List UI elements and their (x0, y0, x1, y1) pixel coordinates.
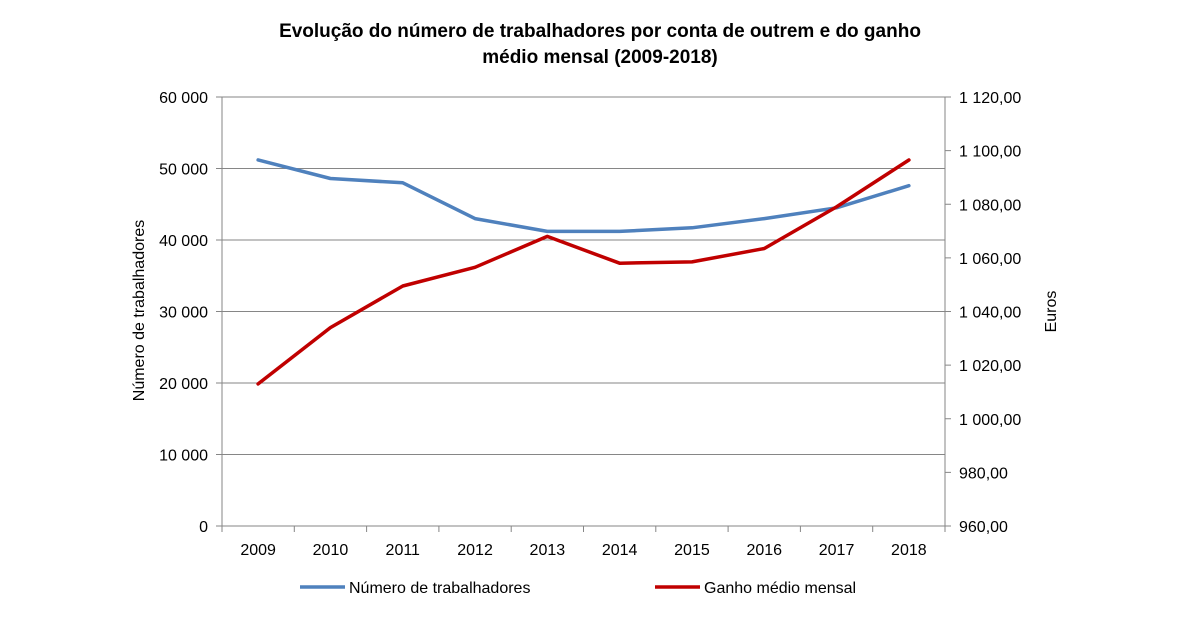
y-left-tick-label: 0 (199, 519, 208, 536)
legend-label: Número de trabalhadores (349, 580, 530, 597)
x-tick-label: 2009 (240, 542, 276, 559)
chart-title-line-2: médio mensal (2009-2018) (482, 47, 718, 68)
y-right-tick-label: 1 100,00 (959, 144, 1021, 161)
y-right-tick-label: 1 120,00 (959, 90, 1021, 107)
x-tick-label: 2017 (819, 542, 855, 559)
y-right-tick-label: 1 060,00 (959, 251, 1021, 268)
y-left-tick-label: 40 000 (159, 233, 208, 250)
x-tick-label: 2018 (891, 542, 927, 559)
y-left-tick-label: 60 000 (159, 90, 208, 107)
y-left-tick-label: 10 000 (159, 448, 208, 465)
y-right-tick-label: 1 020,00 (959, 358, 1021, 375)
y-left-tick-label: 20 000 (159, 376, 208, 393)
series-line (256, 158, 911, 386)
chart-title-line-1: Evolução do número de trabalhadores por … (279, 21, 921, 42)
x-tick-label: 2013 (530, 542, 566, 559)
y-left-tick-label: 50 000 (159, 162, 208, 179)
y-left-axis-title: Número de trabalhadores (131, 220, 148, 401)
legend-label: Ganho médio mensal (704, 580, 856, 597)
x-tick-label: 2012 (457, 542, 493, 559)
x-tick-label: 2015 (674, 542, 710, 559)
y-right-tick-label: 980,00 (959, 465, 1008, 482)
x-tick-label: 2011 (386, 542, 421, 559)
y-right-tick-label: 1 040,00 (959, 305, 1021, 322)
y-right-tick-label: 960,00 (959, 519, 1008, 536)
y-right-axis-title: Euros (1043, 291, 1060, 333)
x-tick-label: 2014 (602, 542, 638, 559)
y-left-tick-label: 30 000 (159, 305, 208, 322)
x-tick-label: 2016 (746, 542, 782, 559)
x-tick-label: 2010 (313, 542, 349, 559)
y-right-tick-label: 1 080,00 (959, 197, 1021, 214)
y-right-tick-label: 1 000,00 (959, 412, 1021, 429)
series-line (256, 158, 911, 234)
